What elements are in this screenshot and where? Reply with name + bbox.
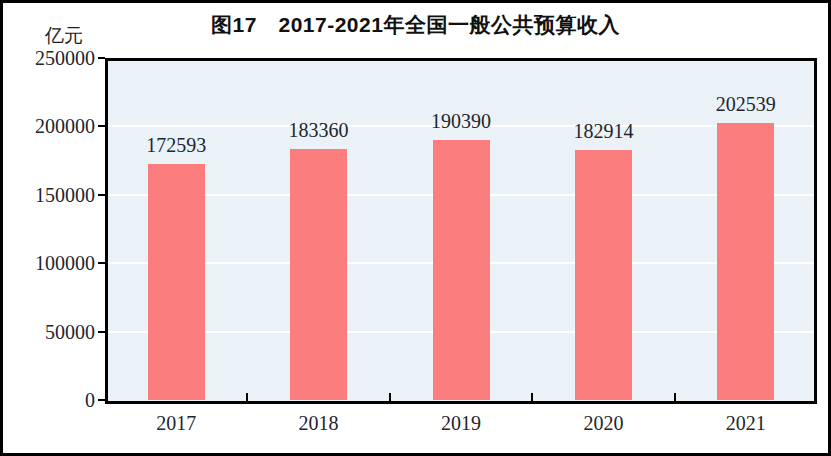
y-axis-unit-label: 亿元	[3, 23, 83, 49]
x-category-label: 2018	[259, 412, 379, 435]
y-axis-tick-mark	[98, 125, 105, 127]
bar-value-label: 172593	[116, 134, 236, 157]
y-tick-label: 50000	[9, 322, 95, 342]
x-category-label: 2021	[686, 412, 806, 435]
y-axis-tick-mark	[98, 331, 105, 333]
y-tick-label: 150000	[9, 185, 95, 205]
bar-value-label: 182914	[543, 120, 663, 143]
y-axis-tick-mark	[98, 194, 105, 196]
x-axis-tick-mark	[674, 393, 676, 401]
x-axis-tick-mark	[389, 393, 391, 401]
x-category-label: 2019	[401, 412, 521, 435]
chart-title: 图17 2017-2021年全国一般公共预算收入	[3, 11, 828, 39]
bar-2018	[290, 149, 347, 400]
y-tick-label: 200000	[9, 116, 95, 136]
y-tick-label: 0	[9, 390, 95, 410]
x-category-label: 2020	[543, 412, 663, 435]
bar-2017	[148, 164, 205, 400]
y-axis-tick-mark	[98, 57, 105, 59]
y-axis-tick-mark	[98, 262, 105, 264]
y-tick-label: 100000	[9, 253, 95, 273]
bar-2019	[433, 140, 490, 400]
bar-2020	[575, 150, 632, 400]
y-axis-tick-mark	[98, 399, 105, 401]
chart-canvas: 图17 2017-2021年全国一般公共预算收入 亿元 0 50000 100000…	[0, 0, 831, 456]
bar-value-label: 202539	[686, 93, 806, 116]
x-category-label: 2017	[116, 412, 236, 435]
bar-2021	[717, 123, 774, 400]
x-axis-tick-mark	[531, 393, 533, 401]
x-axis-tick-mark	[246, 393, 248, 401]
bar-value-label: 190390	[401, 110, 521, 133]
y-tick-label: 250000	[9, 48, 95, 68]
bar-value-label: 183360	[259, 119, 379, 142]
